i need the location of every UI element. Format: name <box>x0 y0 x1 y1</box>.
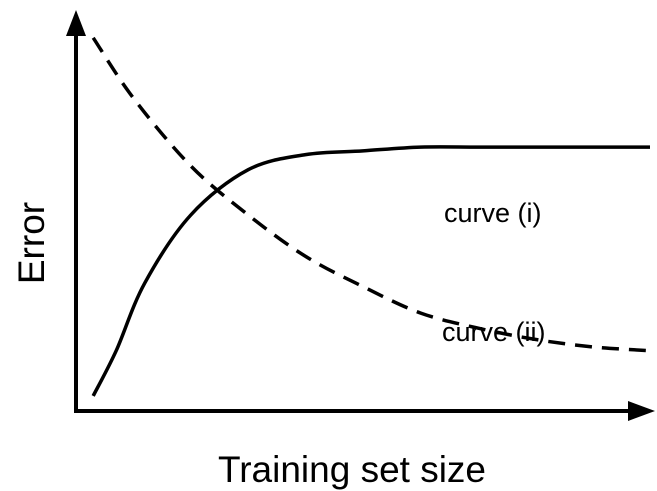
curve-i-dashed-line <box>91 36 651 353</box>
curve-ii-solid-line <box>91 145 650 397</box>
x-axis-label: Training set size <box>218 449 486 490</box>
y-axis-arrow-icon <box>66 10 86 36</box>
y-axis-label: Error <box>11 202 52 284</box>
curve-i-label: curve (i) <box>444 198 542 228</box>
curve-ii-label: curve (ii) <box>442 317 546 347</box>
x-axis-arrow-icon <box>628 401 655 421</box>
